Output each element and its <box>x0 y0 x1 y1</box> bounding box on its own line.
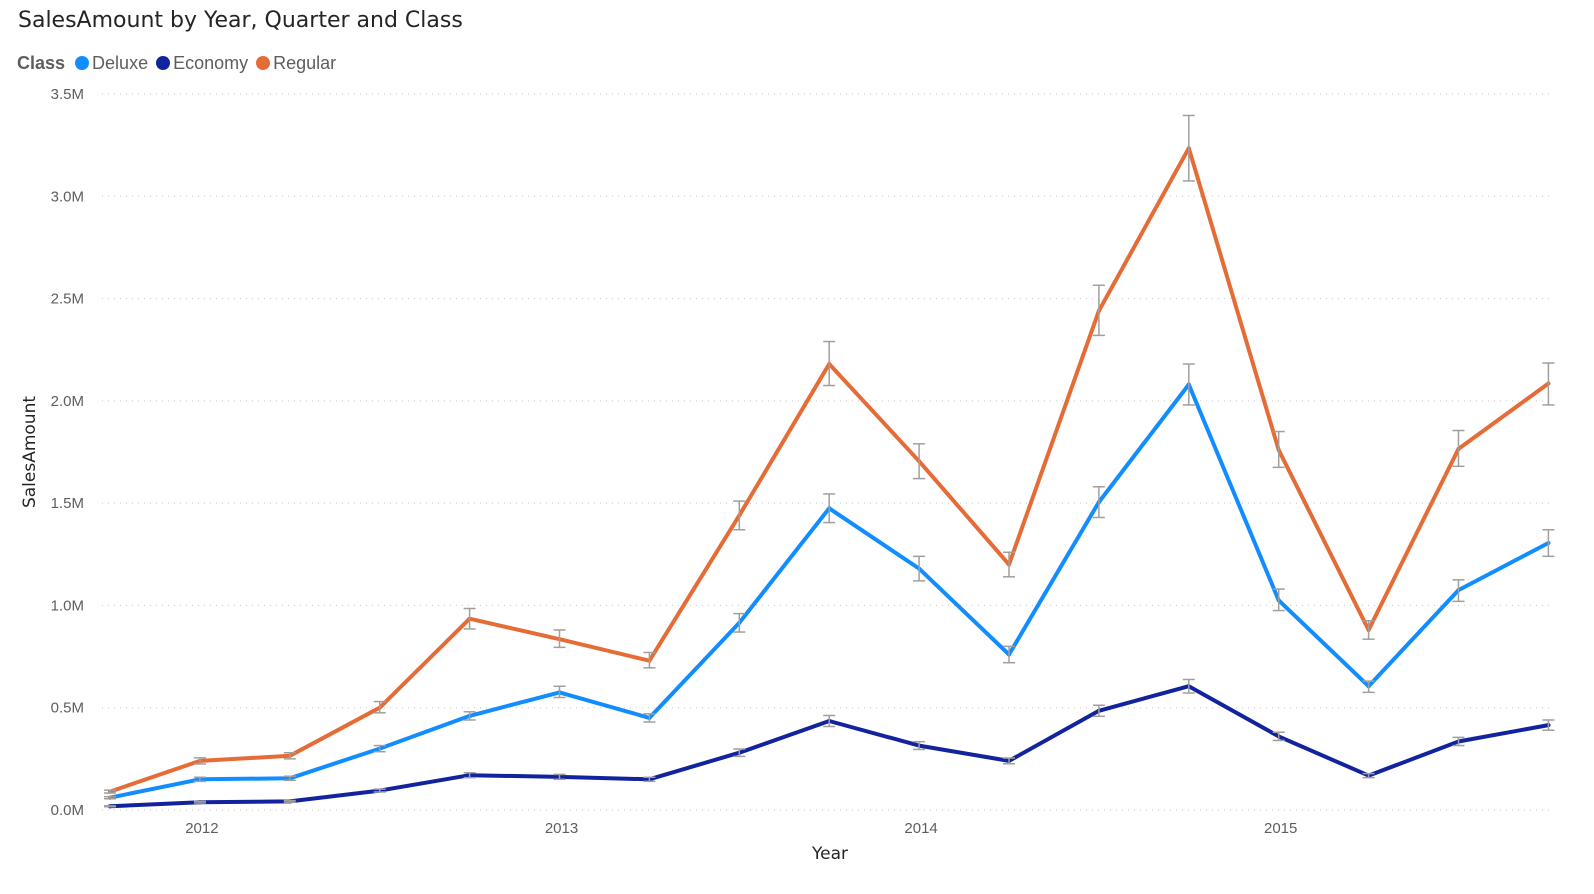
error-bar-regular <box>1272 430 1285 469</box>
error-bar-deluxe <box>733 612 746 633</box>
error-bar-economy <box>733 748 746 758</box>
error-bar-economy <box>193 800 206 804</box>
error-bar-deluxe <box>373 744 386 753</box>
y-tick-label: 0.5M <box>51 700 84 717</box>
y-tick-label: 3.5M <box>51 86 84 103</box>
error-bar-deluxe <box>913 555 926 582</box>
error-bar-economy <box>1092 704 1105 718</box>
error-bar-deluxe <box>1452 579 1465 603</box>
error-bar-regular <box>823 340 836 387</box>
y-axis-title: SalesAmount <box>20 396 40 508</box>
error-bar-regular <box>1003 551 1015 578</box>
error-bar-deluxe <box>283 775 296 782</box>
error-bar-regular <box>1452 429 1465 468</box>
error-bar-economy <box>283 799 296 803</box>
error-bar-economy <box>643 776 656 783</box>
error-bar-deluxe <box>1092 486 1105 519</box>
series-line-economy[interactable] <box>108 684 1551 809</box>
legend-item-regular[interactable]: Regular <box>256 53 336 74</box>
legend-title: Class <box>17 52 66 73</box>
x-axis-title: Year <box>811 844 848 864</box>
error-bar-economy <box>913 740 926 751</box>
error-bar-regular <box>1542 362 1555 406</box>
error-bar-regular <box>553 629 566 649</box>
error-bar-deluxe <box>643 713 656 723</box>
error-bar-economy <box>1362 772 1375 779</box>
error-bar-regular <box>283 751 296 760</box>
error-bar-regular <box>373 700 386 714</box>
x-tick-label: 2012 <box>185 820 218 837</box>
legend-label-economy: Economy <box>173 52 249 73</box>
series-layer <box>108 146 1551 809</box>
error-bar-deluxe <box>1362 680 1375 694</box>
error-bar-economy <box>463 772 476 779</box>
legend-item-deluxe[interactable]: Deluxe <box>75 53 148 74</box>
x-tick-label: 2013 <box>545 820 578 837</box>
error-bar-regular <box>104 789 116 794</box>
x-tick-label: 2015 <box>1264 820 1297 837</box>
error-bar-deluxe <box>823 493 836 524</box>
error-bar-economy <box>1452 736 1465 747</box>
y-tick-label: 1.5M <box>51 495 84 512</box>
error-bar-deluxe <box>1182 363 1195 406</box>
legend-marker-deluxe <box>75 56 90 70</box>
y-tick-label: 2.0M <box>51 393 84 410</box>
error-bar-economy <box>104 805 116 808</box>
y-tick-label: 1.0M <box>51 597 84 614</box>
error-bar-regular <box>643 651 656 669</box>
error-bar-deluxe <box>463 711 476 721</box>
x-axis-ticks: 2012 2013 2014 2015 <box>185 820 1297 837</box>
error-bar-regular <box>1182 114 1195 182</box>
error-bar-regular <box>1362 620 1375 640</box>
error-bar-regular <box>733 500 746 531</box>
error-bars <box>104 114 1555 808</box>
error-bar-regular <box>1092 284 1105 337</box>
chart-title: SalesAmount by Year, Quarter and Class <box>18 8 463 33</box>
legend-label-regular: Regular <box>273 52 337 73</box>
series-line-regular[interactable] <box>108 146 1551 794</box>
y-tick-label: 2.5M <box>51 291 84 308</box>
error-bar-deluxe <box>1542 528 1555 558</box>
x-tick-label: 2014 <box>904 820 937 837</box>
error-bar-regular <box>913 443 926 480</box>
y-axis-ticks: 0.0M 0.5M 1.0M 1.5M 2.0M 2.5M 3.0M 3.5M <box>51 86 84 819</box>
error-bar-regular <box>193 757 206 765</box>
y-tick-label: 0.0M <box>51 802 84 819</box>
legend: Class Deluxe Economy Regular <box>17 52 344 74</box>
error-bar-economy <box>1272 731 1285 742</box>
error-bar-economy <box>553 773 566 781</box>
error-bar-economy <box>373 788 386 793</box>
legend-label-deluxe: Deluxe <box>92 52 149 73</box>
gridlines <box>102 93 1552 811</box>
error-bar-regular <box>463 607 476 630</box>
legend-marker-economy <box>156 56 171 70</box>
error-bar-economy <box>823 714 836 728</box>
legend-item-economy[interactable]: Economy <box>156 53 248 74</box>
y-tick-label: 3.0M <box>51 188 84 205</box>
error-bar-economy <box>1003 757 1015 765</box>
error-bar-deluxe <box>104 795 116 800</box>
legend-marker-regular <box>256 56 271 70</box>
error-bar-deluxe <box>553 685 566 699</box>
error-bar-deluxe <box>193 776 206 783</box>
error-bar-deluxe <box>1272 588 1285 612</box>
error-bar-economy <box>1182 678 1195 694</box>
error-bar-deluxe <box>1003 645 1015 664</box>
error-bar-economy <box>1542 719 1555 731</box>
